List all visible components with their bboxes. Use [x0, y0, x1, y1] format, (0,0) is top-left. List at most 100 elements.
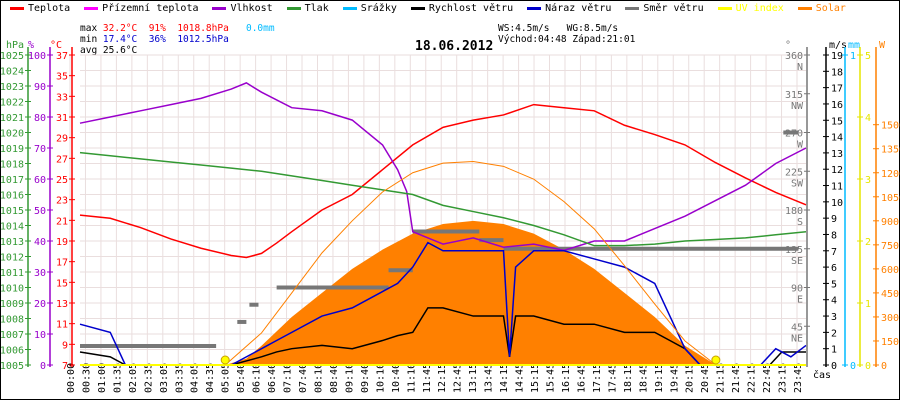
- x-tick-label: 04:35: [205, 363, 216, 393]
- axis-tick-label: 1012: [0, 253, 24, 264]
- x-tick-label: 22:15: [747, 363, 758, 393]
- axis-tick-label: 31: [56, 113, 68, 124]
- axis-tick-label: 1025: [0, 51, 24, 62]
- max-hum: 91%: [148, 23, 166, 34]
- axis-tick-label: 1009: [0, 299, 24, 310]
- axis-tick-label: 1022: [0, 98, 24, 109]
- x-tick-label: 10:40: [391, 363, 402, 393]
- axis-tick-label: 1007: [0, 330, 24, 341]
- legend-label: Tlak: [304, 3, 329, 14]
- axis-tick-label: 9: [831, 214, 837, 225]
- sunset: Západ:21:01: [572, 34, 636, 45]
- min-press: 1012.5hPa: [177, 34, 229, 45]
- axis-title-W: W: [879, 40, 886, 51]
- axis-tick-label: 4: [831, 296, 837, 307]
- axis-tick-label: 16: [831, 100, 843, 111]
- wind-stats: WS:4.5m/s WG:8.5m/s: [498, 23, 618, 34]
- axis-tick-label: 37: [56, 51, 68, 62]
- x-tick-label: 07:40: [298, 363, 309, 393]
- axis-tick-label: 12: [831, 165, 843, 176]
- axis-tick-label: 19: [56, 237, 68, 248]
- legend-label: Solar: [815, 3, 846, 14]
- axis-tick-label: 7: [62, 361, 68, 372]
- x-tick-label: 15:15: [530, 363, 541, 393]
- x-tick-label: 05:05: [221, 363, 232, 393]
- x-tick-label: 08:10: [313, 363, 324, 393]
- axis-tick-label: 13: [831, 149, 843, 160]
- x-tick-label: 09:40: [360, 363, 371, 393]
- min-temp: 17.4°C: [102, 34, 138, 45]
- axis-tick-label: 0: [850, 361, 856, 372]
- avg-label: avg: [80, 45, 98, 56]
- axis-tick-label: 1500: [881, 121, 900, 132]
- series-line-teplota: [79, 103, 807, 259]
- x-tick-label: 20:45: [700, 363, 711, 393]
- legend-item: Vlhkost: [212, 3, 273, 14]
- x-tick-label: 10:10: [375, 363, 386, 393]
- axis-tick-label: 360: [785, 51, 803, 62]
- legend-item: Náraz větru: [527, 3, 611, 14]
- compass-label: W: [797, 140, 804, 151]
- legend-swatch: [10, 7, 24, 10]
- axis-title-hPa: hPa: [6, 40, 24, 51]
- x-tick-label: 11:45: [422, 363, 433, 393]
- legend-swatch: [342, 7, 357, 10]
- axis-tick-label: 135: [785, 245, 803, 256]
- axis-tick-label: 17: [56, 258, 68, 269]
- axis-tick-label: 1: [865, 299, 871, 310]
- stats-avg: avg 25.6°C: [80, 45, 137, 56]
- compass-label: NW: [791, 101, 804, 112]
- axis-tick-label: 1008: [0, 315, 24, 326]
- axis-title-degC: °C: [50, 40, 62, 51]
- series-line-rychlost-v-tru: [79, 307, 806, 366]
- axis-tick-label: 1024: [0, 67, 24, 78]
- x-tick-label: 20:15: [685, 363, 696, 393]
- legend-item: Srážky: [342, 3, 397, 14]
- axis-tick-label: 10: [831, 198, 843, 209]
- axis-tick-label: 1006: [0, 346, 24, 357]
- axis-tick-label: 80: [34, 113, 46, 124]
- axis-tick-label: 33: [56, 92, 68, 103]
- series-line-n-raz-v-tru: [79, 241, 807, 366]
- legend-swatch: [84, 7, 99, 10]
- axis-tick-label: 1015: [0, 206, 24, 217]
- legend-item: Rychlost větru: [410, 3, 513, 14]
- axis-tick-label: 25: [56, 175, 68, 186]
- compass-label: E: [797, 295, 803, 306]
- axis-tick-label: 23: [56, 196, 68, 207]
- axis-tick-label: 0: [831, 361, 837, 372]
- axis-tick-label: 0: [40, 361, 46, 372]
- axis-tick-label: 1019: [0, 144, 24, 155]
- x-tick-label: 15:45: [546, 363, 557, 393]
- axis-tick-label: 10: [34, 330, 46, 341]
- legend-swatch: [717, 7, 732, 10]
- wg: WG:8.5m/s: [566, 23, 619, 34]
- axis-tick-label: 0: [881, 361, 887, 372]
- compass-label: NE: [791, 333, 803, 344]
- x-tick-label: 06:40: [267, 363, 278, 393]
- axis-tick-label: 15: [56, 278, 68, 289]
- axis-tick-label: 18: [831, 67, 843, 78]
- max-press: 1018.8hPa: [177, 23, 229, 34]
- x-tick-label: 08:40: [329, 363, 340, 393]
- x-axis-label: čas: [813, 369, 831, 381]
- x-tick-label: 04:05: [190, 363, 201, 393]
- axis-tick-label: 40: [34, 237, 46, 248]
- max-temp: 32.2°C: [102, 23, 138, 34]
- axis-tick-label: 0: [865, 361, 871, 372]
- axis-tick-label: 315: [785, 90, 803, 101]
- axis-tick-label: 900: [881, 217, 899, 228]
- min-label: min: [80, 34, 98, 45]
- axis-tick-label: 100: [28, 51, 46, 62]
- axis-tick-label: 150: [881, 337, 899, 348]
- x-tick-label: 01:35: [112, 363, 123, 393]
- axis-tick-label: 7: [831, 247, 837, 258]
- legend: Teplota Přízemní teplota Vlhkost Tlak Srážky…: [10, 3, 846, 14]
- uv-marker: [220, 355, 230, 365]
- stats-min: min 17.4°C 36% 1012.5hPa: [80, 34, 229, 45]
- x-tick-label: 23:15: [778, 363, 789, 393]
- legend-label: Směr větru: [643, 3, 704, 14]
- legend-swatch: [410, 7, 425, 10]
- x-tick-label: 02:05: [128, 363, 139, 393]
